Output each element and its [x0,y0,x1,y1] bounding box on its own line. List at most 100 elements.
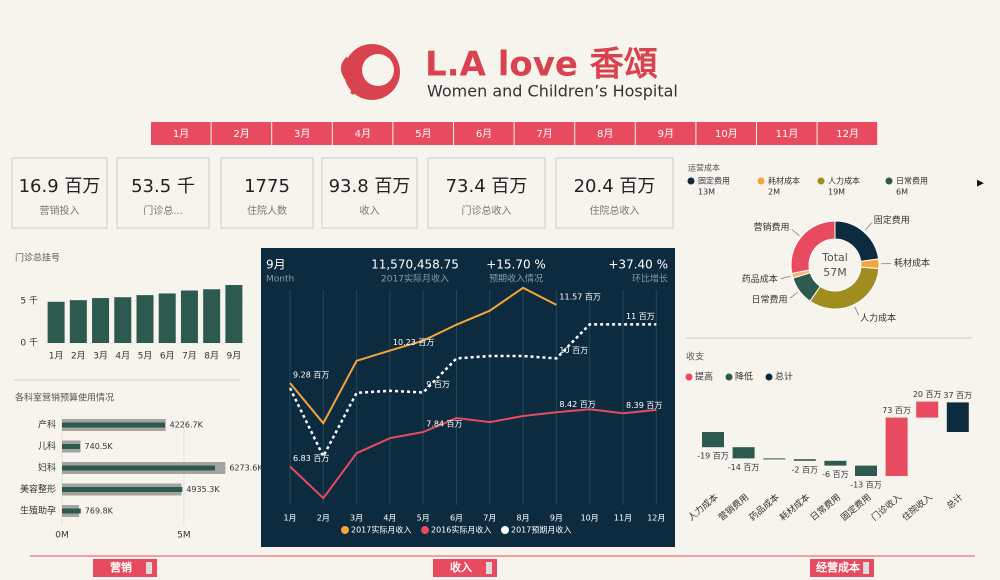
bar [225,285,243,343]
nav-toggle[interactable] [146,562,152,574]
month-button[interactable] [514,122,575,145]
data-label: 4226.7K [170,421,204,430]
data-label: 8.42 百万 [559,400,595,409]
month-button[interactable] [332,122,393,145]
nav-label[interactable]: 经营成本 [816,560,860,574]
line-series [289,286,557,425]
month-label[interactable]: 12月 [836,128,859,140]
month-label[interactable]: 2月 [233,128,249,140]
month-button[interactable] [393,122,453,145]
kpi-card [220,157,314,229]
leader-line [780,275,791,280]
nav-toggle[interactable] [863,562,869,574]
line-series [288,323,657,460]
month-label[interactable]: 5月 [415,128,431,140]
chart-title: 门诊总挂号 [15,252,60,264]
chart-title: 运营成本 [688,163,720,173]
nav-label[interactable]: 收入 [450,560,472,574]
kpi-card [321,157,418,229]
panel-value: 9月 [266,258,286,272]
month-label[interactable]: 10月 [715,128,738,140]
waterfall-bar [793,459,816,461]
month-button[interactable] [757,122,817,145]
month-label[interactable]: 8月 [597,128,613,140]
slice-label: 人力成本 [860,312,896,324]
bar [62,508,81,514]
legend-value: 19M [828,188,845,197]
nav-button[interactable] [93,559,157,577]
data-label: -2 百万 [792,465,819,474]
y-tick-label: 0 千 [20,338,38,349]
nav-label[interactable]: 营销 [110,560,132,574]
slice-label: 耗材成本 [894,257,930,269]
kpi-value: 53.5 千 [131,176,195,197]
x-tick-label: 0M [55,531,69,541]
waterfall-bar [732,447,755,459]
bar [62,487,183,492]
month-button[interactable] [151,122,211,145]
x-tick-label: 4月 [115,351,130,362]
bar [62,444,81,449]
bar [47,301,65,343]
legend-label: 日常费用 [896,176,928,186]
month-button[interactable] [817,122,878,145]
chart-title: 收支 [686,351,704,363]
legend-scroll-arrow[interactable]: ▶ [977,179,984,189]
brand: L.A love 香頌 [425,45,658,85]
nav-toggle[interactable] [486,562,492,574]
legend-swatch [757,177,765,185]
waterfall-bar [946,402,969,432]
kpi-card [427,157,546,229]
data-label: 6273.6K [229,464,263,473]
month-label[interactable]: 1月 [173,128,189,140]
kpi-value: 1775 [244,176,290,197]
month-button[interactable] [454,122,514,145]
month-button[interactable] [635,122,696,145]
data-label: 11 百万 [626,312,655,321]
x-tick-label: 3月 [93,351,108,362]
bar [203,289,221,343]
panel-label: Month [266,275,294,285]
month-button[interactable] [575,122,635,145]
x-tick-label: 12月 [647,514,665,523]
x-tick-label: 7月 [483,514,496,523]
donut-center: Total [821,251,848,264]
slice-label: 固定费用 [874,214,910,226]
kpi-value: 73.4 百万 [446,176,528,197]
nav-button[interactable] [433,559,497,577]
waterfall-bar [885,417,908,476]
month-label[interactable]: 9月 [658,128,674,140]
x-tick-label: 2月 [317,514,330,523]
month-label[interactable]: 3月 [294,128,310,140]
line-panel [261,248,675,547]
month-label[interactable]: 11月 [776,128,799,140]
data-label: 73 百万 [882,406,911,415]
legend-swatch [421,526,429,534]
logo-icon [341,44,400,100]
panel-label: 环比增长 [632,273,668,285]
data-label: 11.57 百万 [559,292,600,301]
month-button[interactable] [696,122,756,145]
legend-label: 2016实际月收入 [431,525,491,535]
nav-button[interactable] [810,559,874,577]
legend-value: 6M [896,188,908,197]
month-label[interactable]: 6月 [476,128,492,140]
bar [62,465,215,471]
kpi-label: 门诊总... [143,204,183,217]
x-tick-label: 8月 [517,514,530,523]
legend-swatch [687,177,695,185]
x-tick-label: 6月 [160,351,175,362]
data-label: 4935.3K [186,485,220,494]
panel-label: 预期收入情况 [489,273,543,285]
month-button[interactable] [211,122,272,145]
month-button[interactable] [272,122,332,145]
y-tick-label: 产科 [38,419,56,431]
y-tick-label: 美容整形 [20,483,56,495]
month-label[interactable]: 4月 [355,128,371,140]
x-tick-label: 11月 [614,514,632,523]
bar [62,422,166,428]
y-tick-label: 妇科 [38,462,56,474]
month-label[interactable]: 7月 [536,128,552,140]
x-tick-label: 9月 [227,351,242,362]
